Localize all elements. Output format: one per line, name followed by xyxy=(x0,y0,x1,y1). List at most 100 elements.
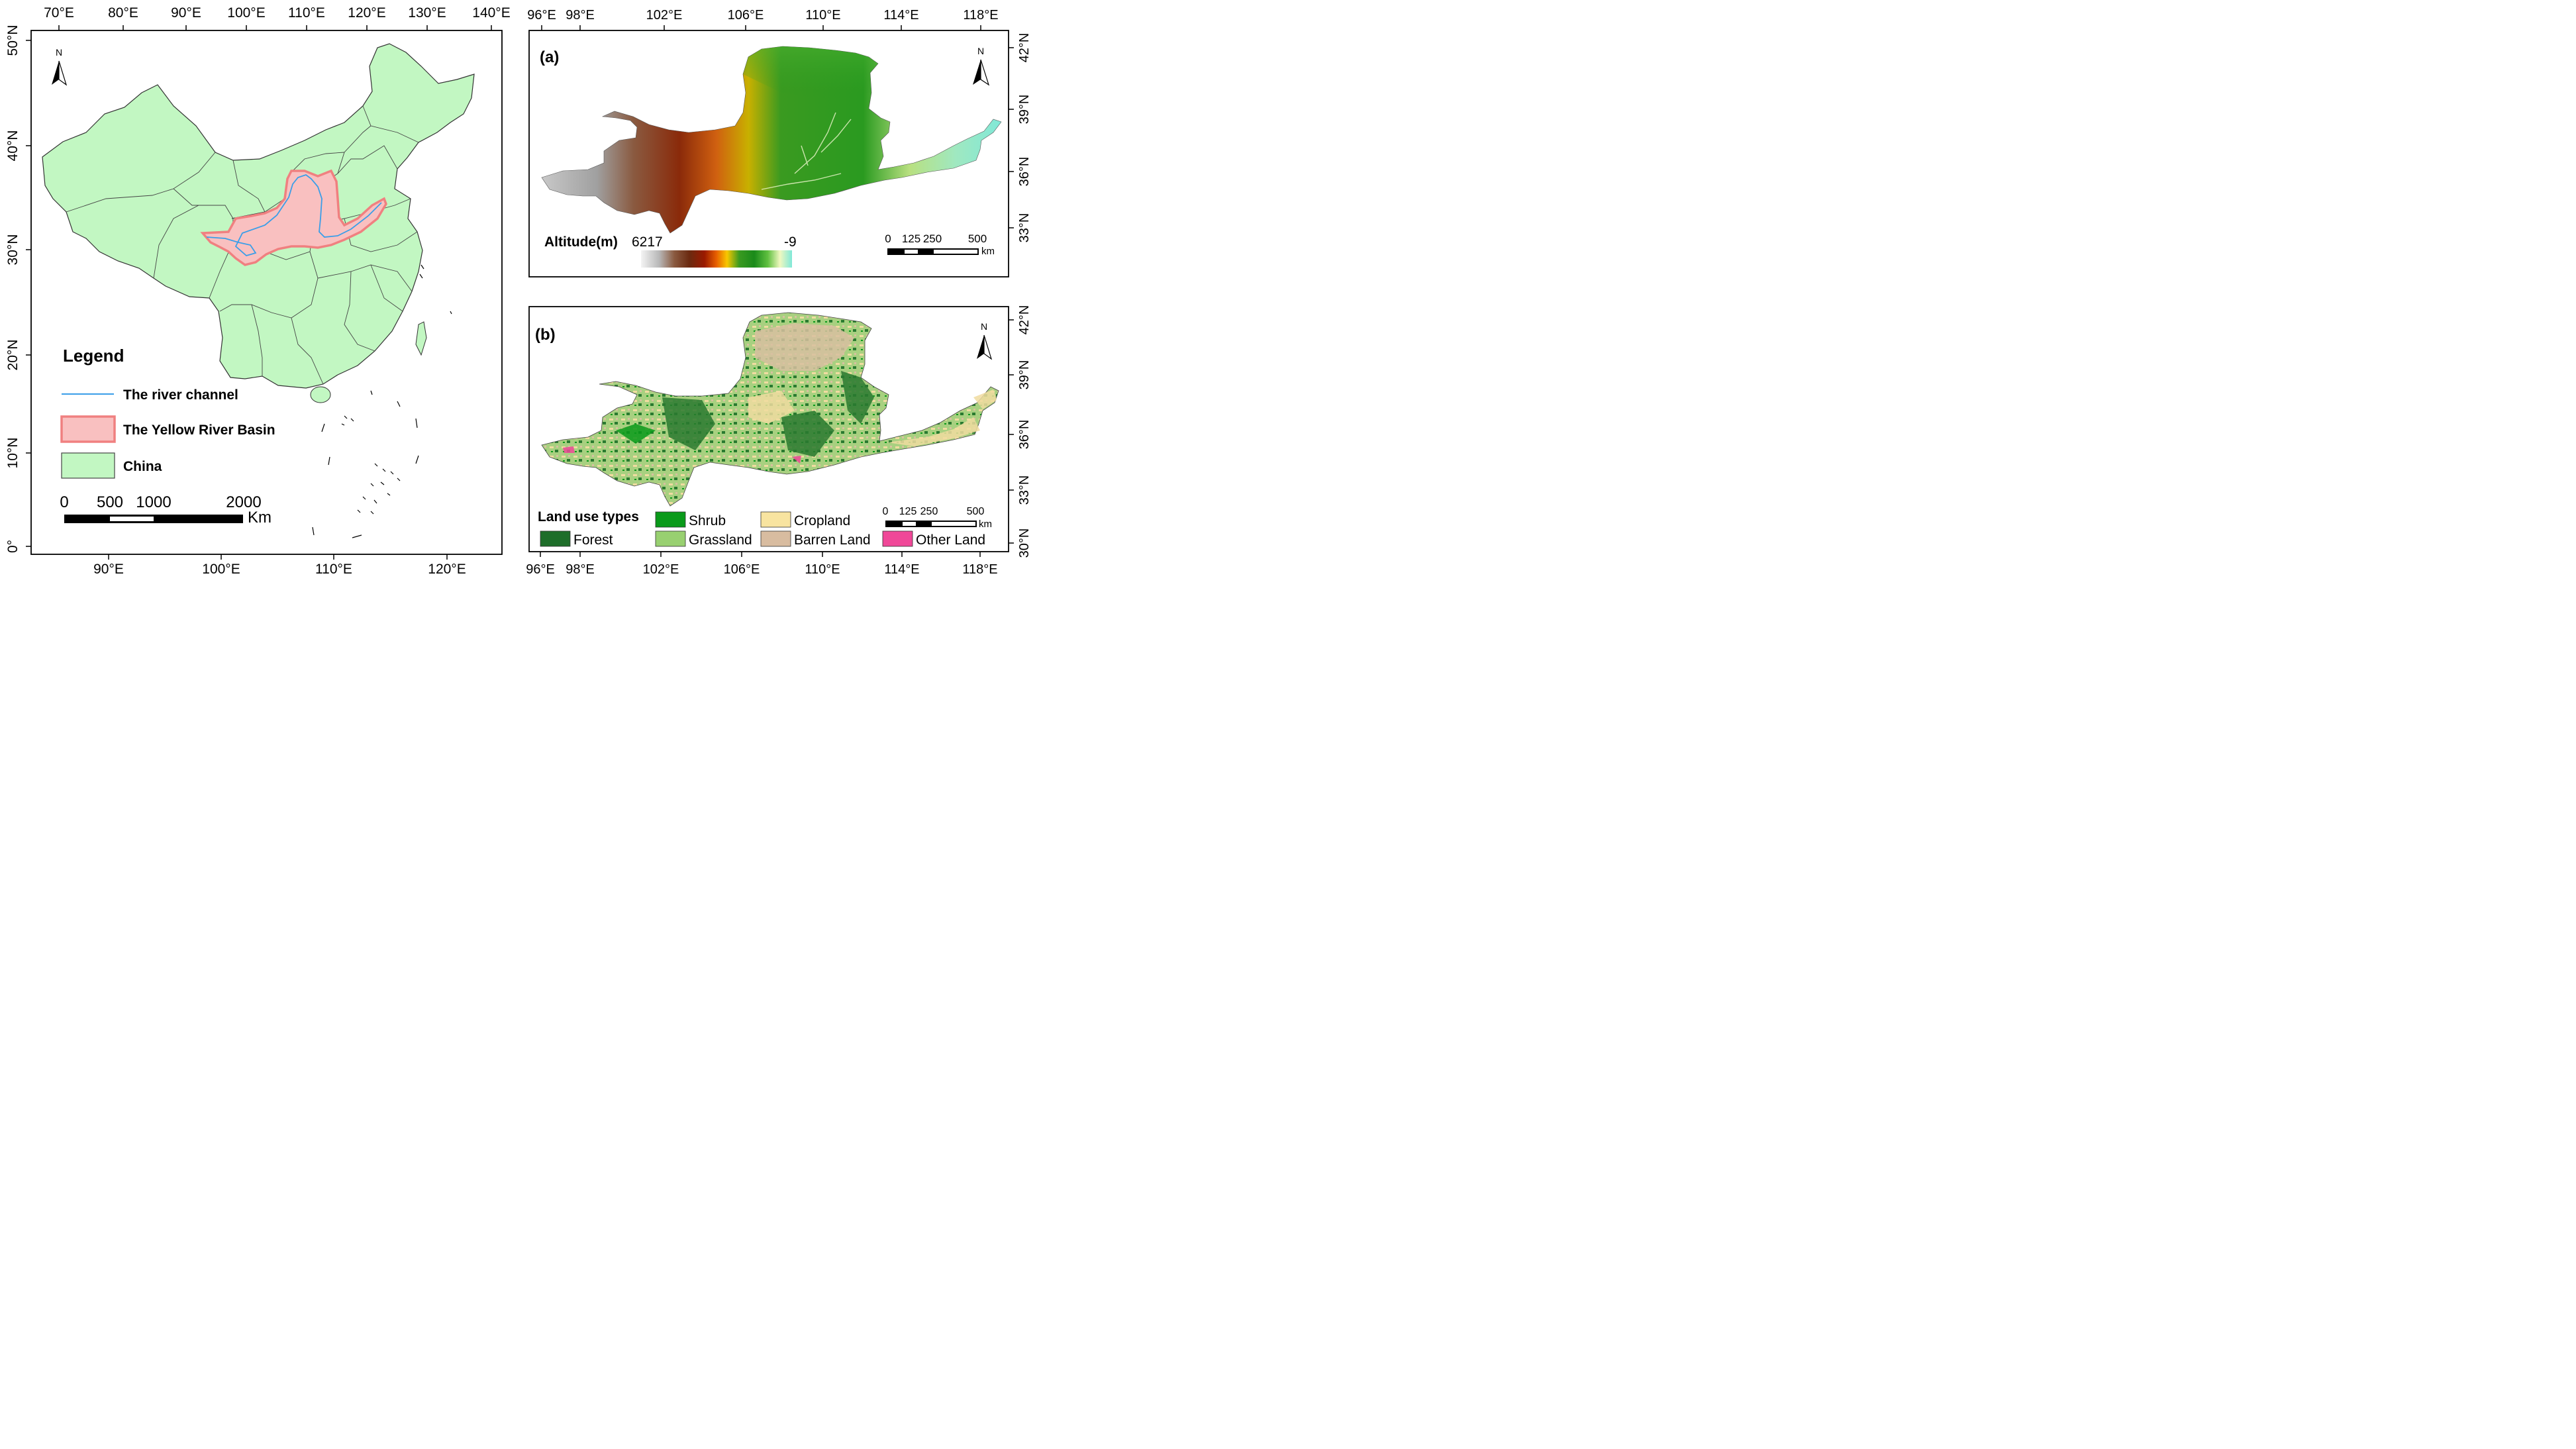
lon-label: 96°E xyxy=(526,562,555,577)
landuse-swatch-other xyxy=(882,530,913,547)
landuse-swatch-grassland xyxy=(655,530,686,547)
landuse-label: Shrub xyxy=(689,513,726,528)
scale-tick: 1000 xyxy=(136,493,171,511)
lon-label: 106°E xyxy=(724,562,760,577)
panel-a-lat-ticks xyxy=(1009,47,1014,228)
landuse-swatch-shrub xyxy=(655,511,686,528)
north-arrow-a: N xyxy=(973,46,990,86)
lon-label: 98°E xyxy=(566,562,595,577)
scale-tick: 0 xyxy=(60,493,68,511)
legend-basin-symbol xyxy=(60,415,116,443)
left-bottom-ticks xyxy=(108,554,448,560)
lon-label: 80°E xyxy=(108,5,138,21)
scale-bar-b: 0 125 250 500 km xyxy=(883,506,992,530)
basin-dem xyxy=(541,46,1002,234)
altitude-colorbar xyxy=(641,250,792,268)
altitude-title: Altitude(m) xyxy=(544,234,618,250)
scale-unit: Km xyxy=(248,509,272,526)
panel-b-landuse: (b) N Land use types Forest Shrub xyxy=(526,305,1032,577)
lon-label: 96°E xyxy=(527,8,556,23)
lon-label: 110°E xyxy=(805,562,840,577)
lon-label: 98°E xyxy=(566,8,595,23)
scale-tick: 500 xyxy=(967,506,985,517)
legend-title: Legend xyxy=(63,346,124,366)
china-location-map: N Legend The river channel The Yellow Ri… xyxy=(5,5,511,577)
panel-b-lat-labels: 42°N 39°N 36°N 33°N 30°N xyxy=(1017,305,1032,558)
lat-label: 42°N xyxy=(1017,33,1032,63)
altitude-legend: Altitude(m) 6217 -9 xyxy=(544,234,797,268)
south-china-sea-islands xyxy=(312,264,452,538)
scale-tick: 125 xyxy=(899,506,917,517)
panel-a-label: (a) xyxy=(540,48,559,66)
landuse-legend: Land use types Forest Shrub Cropland Gra… xyxy=(538,509,985,548)
scale-tick: 500 xyxy=(968,232,987,245)
lat-label: 10°N xyxy=(5,438,21,469)
scale-bar-left: 0 500 1000 2000 Km xyxy=(60,493,272,526)
lat-label: 33°N xyxy=(1017,213,1032,243)
landuse-label: Other Land xyxy=(916,532,985,548)
left-top-lon-labels: 70°E 80°E 90°E 100°E 110°E 120°E 130°E 1… xyxy=(44,5,511,21)
lat-label: 50°N xyxy=(5,25,21,56)
panel-a-top-lon-labels: 96°E 98°E 102°E 106°E 110°E 114°E 118°E xyxy=(527,8,998,23)
landuse-patches xyxy=(563,323,997,464)
north-label-a: N xyxy=(977,46,984,56)
lon-label: 120°E xyxy=(428,562,466,577)
scale-unit: km xyxy=(979,519,992,530)
lon-label: 130°E xyxy=(408,5,446,21)
panel-b-bottom-lon-labels: 96°E 98°E 102°E 106°E 110°E 114°E 118°E xyxy=(526,562,997,577)
legend-china-label: China xyxy=(123,459,162,474)
north-arrow-b: N xyxy=(977,321,993,360)
lon-label: 118°E xyxy=(962,562,997,577)
left-lat-ticks xyxy=(26,40,31,547)
north-arrow-left: N xyxy=(52,47,68,86)
panel-a-altitude: (a) N Altitude(m) 6217 -9 0 125 250 xyxy=(527,8,1032,277)
panel-a-lat-labels: 42°N 39°N 36°N 33°N xyxy=(1017,33,1032,243)
lon-label: 114°E xyxy=(883,8,918,23)
panel-b-lat-ticks xyxy=(1009,319,1014,544)
lon-label: 118°E xyxy=(963,8,998,23)
hainan-island xyxy=(310,386,331,403)
taiwan-island xyxy=(415,321,427,356)
dem-ordos-highlight xyxy=(743,46,878,99)
lat-label: 39°N xyxy=(1017,95,1032,125)
landuse-swatch-barren xyxy=(760,530,791,547)
lon-label: 110°E xyxy=(315,562,352,577)
lon-label: 90°E xyxy=(171,5,201,21)
scale-tick: 2000 xyxy=(226,493,261,511)
panel-a-top-ticks xyxy=(541,25,981,30)
left-bottom-lon-labels: 90°E 100°E 110°E 120°E xyxy=(93,562,466,577)
lon-label: 110°E xyxy=(805,8,840,23)
lat-label: 33°N xyxy=(1017,475,1032,505)
legend-basin-label: The Yellow River Basin xyxy=(123,423,275,438)
altitude-min: -9 xyxy=(784,234,797,250)
altitude-max: 6217 xyxy=(632,234,663,250)
left-lat-labels: 50°N 40°N 30°N 20°N 10°N 0° xyxy=(5,25,21,554)
dem-valleys xyxy=(761,112,852,190)
lon-label: 70°E xyxy=(44,5,74,21)
panel-b-label: (b) xyxy=(535,326,556,344)
legend: Legend The river channel The Yellow Rive… xyxy=(60,346,275,479)
landuse-swatch-cropland xyxy=(760,511,791,528)
lat-label: 36°N xyxy=(1017,420,1032,450)
lon-label: 102°E xyxy=(643,562,679,577)
scale-tick: 250 xyxy=(920,506,938,517)
scale-unit: km xyxy=(981,246,995,257)
left-top-ticks xyxy=(58,25,492,30)
lat-label: 42°N xyxy=(1017,305,1032,335)
yellow-river-basin-left xyxy=(200,169,387,266)
scale-tick: 0 xyxy=(883,506,889,517)
figure-canvas: N Legend The river channel The Yellow Ri… xyxy=(5,5,1032,577)
lon-label: 114°E xyxy=(884,562,919,577)
panel-b-bottom-ticks xyxy=(540,552,981,557)
lat-label: 36°N xyxy=(1017,157,1032,187)
lat-label: 0° xyxy=(5,540,21,553)
lat-label: 39°N xyxy=(1017,360,1032,390)
lon-label: 90°E xyxy=(93,562,124,577)
north-label-b: N xyxy=(981,321,987,332)
scale-tick: 250 xyxy=(923,232,942,245)
lon-label: 140°E xyxy=(472,5,510,21)
river-channel-left xyxy=(206,174,382,256)
lat-label: 40°N xyxy=(5,130,21,162)
scale-tick: 500 xyxy=(97,493,123,511)
lon-label: 100°E xyxy=(227,5,265,21)
